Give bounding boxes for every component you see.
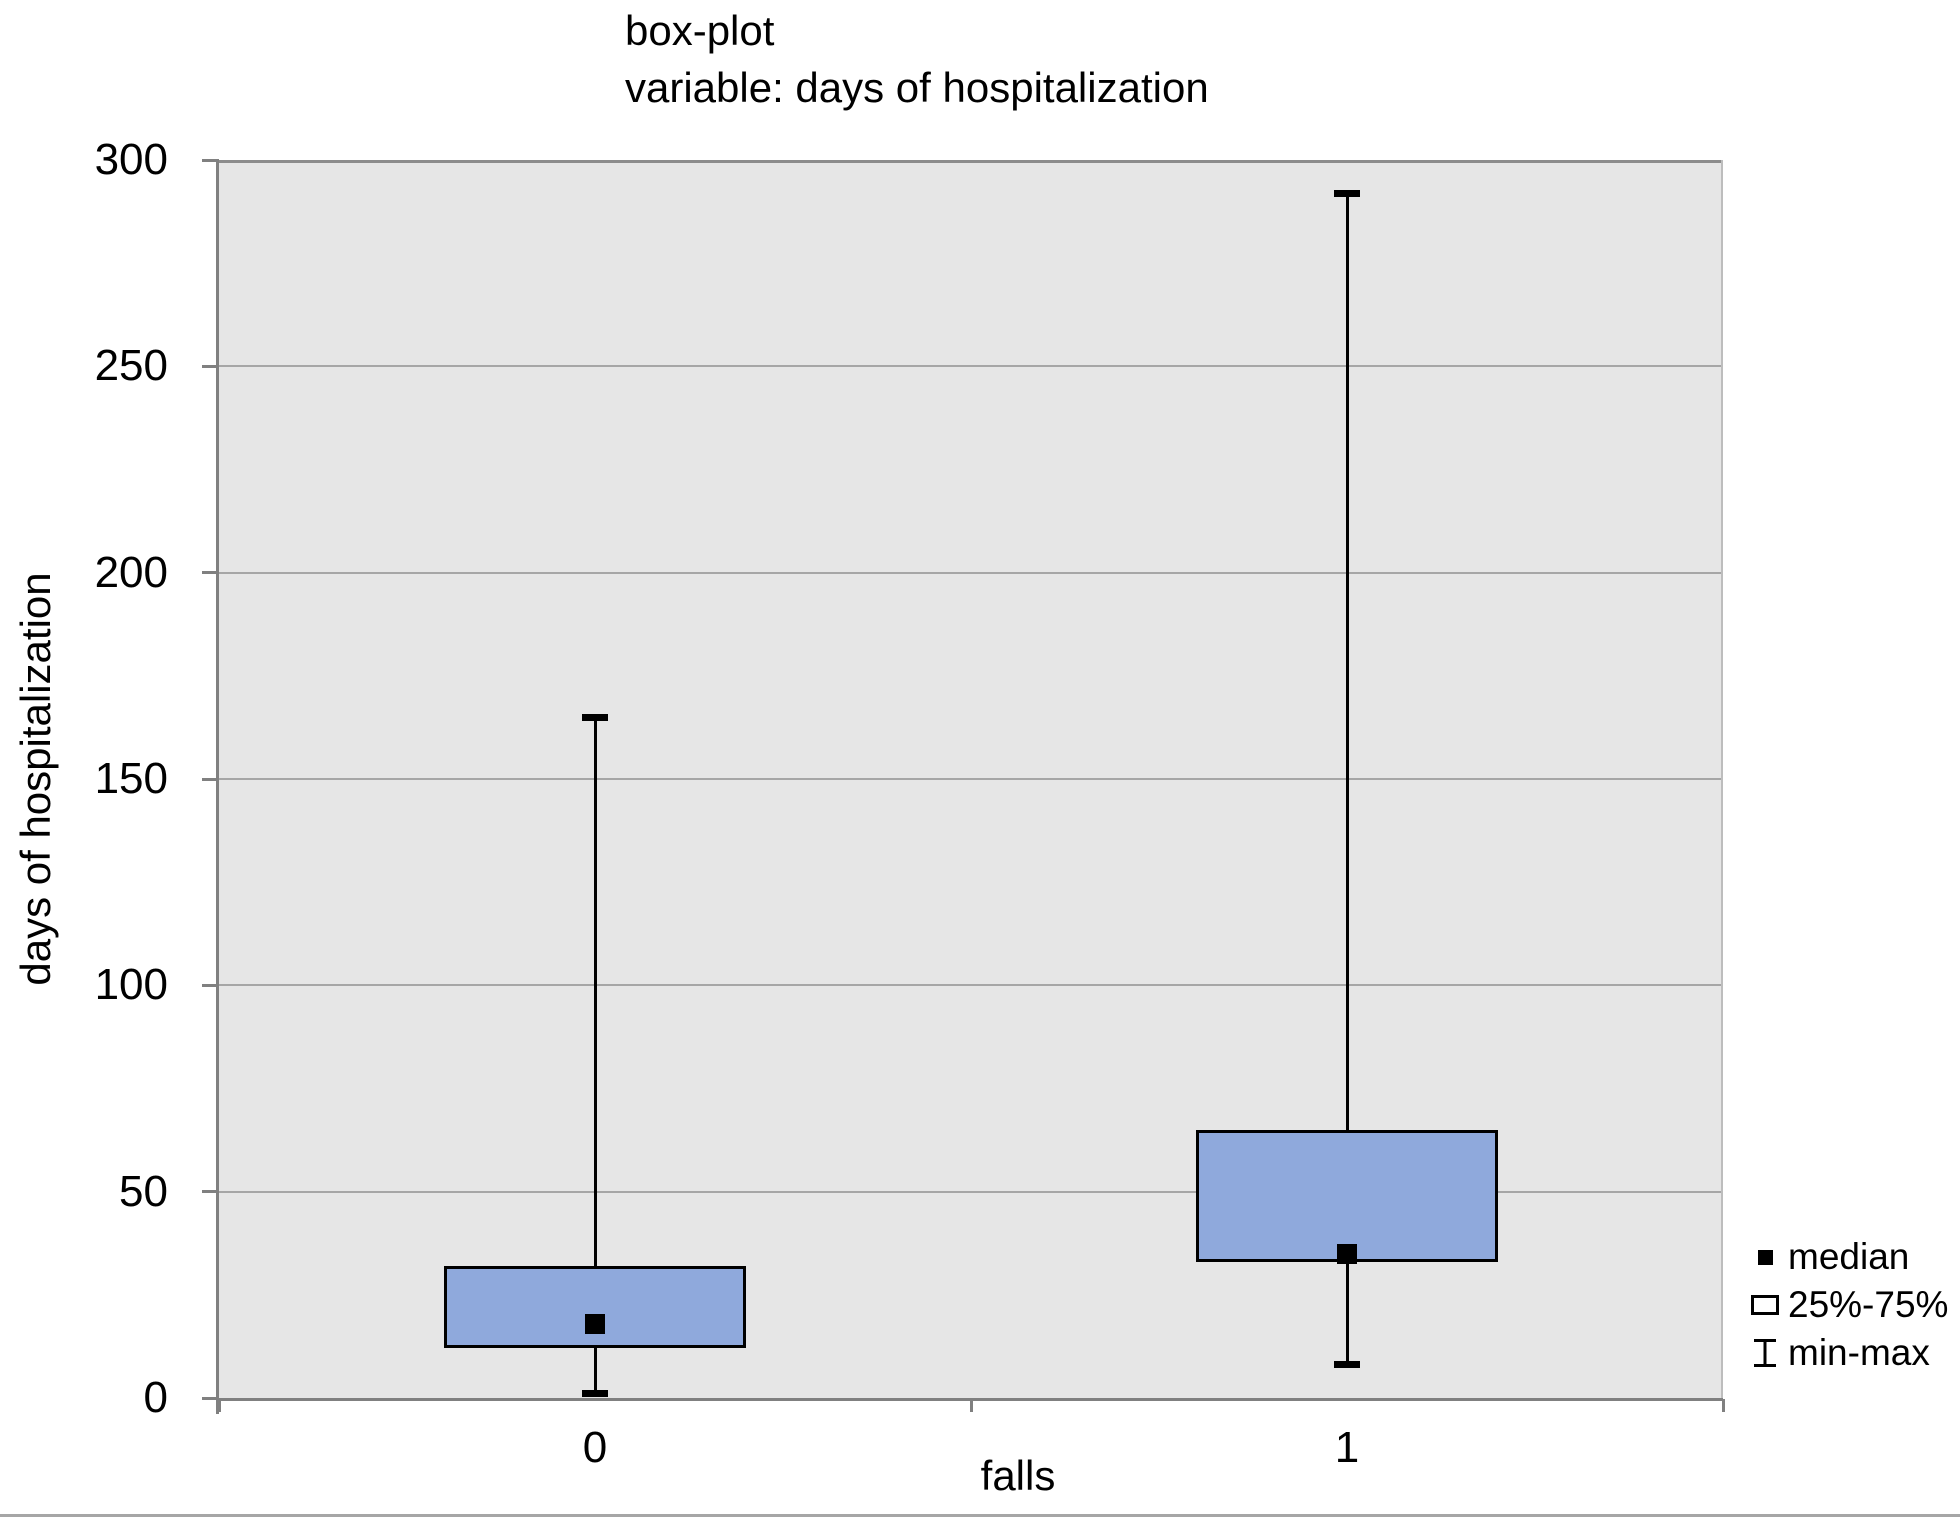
y-tick-mark-0 — [202, 1396, 219, 1400]
y-tick-label-50: 50 — [119, 1166, 168, 1216]
min-cap-0 — [582, 1389, 608, 1397]
x-tick-mark-1 — [969, 1399, 973, 1412]
whisker-icon — [1742, 1339, 1788, 1367]
legend-label: median — [1788, 1236, 1910, 1277]
gridline-250 — [219, 365, 1723, 368]
y-tick-label-300: 300 — [94, 135, 168, 184]
gridline-200 — [219, 571, 1723, 574]
filled-square-icon — [1742, 1249, 1788, 1265]
gridline-300 — [219, 160, 1723, 163]
x-tick-label-0: 0 — [582, 1423, 608, 1472]
y-tick-mark-50 — [202, 1190, 219, 1194]
max-cap-1 — [1334, 190, 1360, 197]
y-tick-mark-150 — [202, 777, 219, 781]
y-tick-mark-100 — [202, 983, 219, 987]
open-rectangle-glyph — [1751, 1295, 1779, 1315]
bottom-divider-line — [0, 1514, 1960, 1517]
legend-label: min-max — [1788, 1332, 1930, 1373]
x-axis-title: falls — [980, 1452, 1056, 1499]
min-cap-1 — [1334, 1360, 1360, 1368]
y-tick-label-250: 250 — [94, 341, 168, 391]
legend-item-median: median — [1742, 1233, 1948, 1281]
x-tick-mark-0 — [217, 1399, 221, 1412]
gridline-50 — [219, 1190, 1723, 1193]
chart-title: box-plot variable: days of hospitalizati… — [625, 2, 1209, 116]
gridline-100 — [219, 984, 1723, 987]
gridline-150 — [219, 778, 1723, 780]
filled-square-glyph — [1757, 1249, 1773, 1265]
y-tick-mark-300 — [202, 158, 219, 162]
whisker-glyph-line — [1763, 1339, 1767, 1367]
y-tick-label-0: 0 — [143, 1373, 168, 1422]
legend-item-25%-75%: 25%-75% — [1742, 1281, 1948, 1329]
chart-title-line1: box-plot — [625, 7, 775, 54]
lower-whisker-0 — [593, 1348, 597, 1394]
y-tick-label-100: 100 — [94, 960, 168, 1010]
whisker-glyph — [1754, 1339, 1776, 1367]
chart-title-line2: variable: days of hospitalization — [625, 64, 1209, 111]
median-marker-0 — [585, 1313, 605, 1334]
upper-whisker-1 — [1345, 193, 1349, 1130]
y-tick-label-150: 150 — [94, 754, 168, 803]
legend-item-min-max: min-max — [1742, 1329, 1948, 1377]
plot-area — [219, 160, 1723, 1398]
x-tick-mark-2 — [1721, 1399, 1725, 1412]
x-tick-label-1: 1 — [1334, 1423, 1360, 1472]
median-marker-1 — [1337, 1243, 1357, 1264]
y-tick-mark-200 — [202, 571, 219, 575]
iqr-box-1 — [1196, 1129, 1498, 1262]
upper-whisker-0 — [593, 717, 597, 1266]
open-rectangle-icon — [1742, 1295, 1788, 1315]
y-tick-mark-250 — [202, 364, 219, 368]
lower-whisker-1 — [1345, 1261, 1349, 1365]
whisker-glyph-bottom — [1754, 1364, 1776, 1367]
iqr-box-0 — [444, 1265, 746, 1349]
y-tick-label-200: 200 — [94, 547, 168, 597]
plot-right-border — [1721, 160, 1723, 1398]
y-axis-line — [216, 160, 219, 1414]
legend: median 25%-75% min-max — [1742, 1233, 1948, 1377]
legend-label: 25%-75% — [1788, 1284, 1949, 1325]
max-cap-0 — [582, 714, 608, 722]
